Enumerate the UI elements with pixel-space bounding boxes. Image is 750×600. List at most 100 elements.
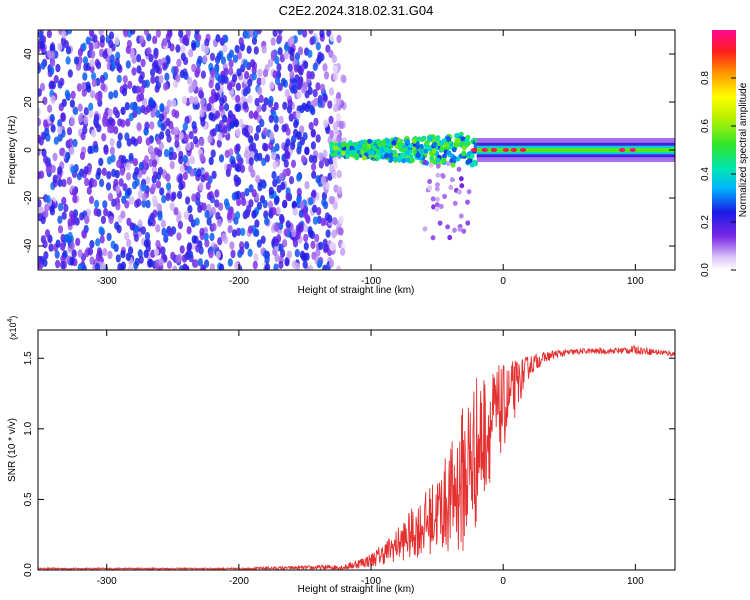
spectrogram-cell	[155, 224, 161, 233]
spectrogram-cell	[285, 220, 291, 229]
spectrogram-cell	[163, 234, 169, 243]
spectrogram-cell	[96, 247, 103, 256]
spectrogram-cell	[203, 232, 209, 242]
spectrogram-cell	[130, 136, 136, 145]
snr-line	[38, 344, 675, 570]
spectrogram-cell	[125, 118, 131, 127]
spectrogram-cell	[261, 103, 267, 113]
spectrogram-cell	[69, 241, 75, 250]
spectrogram-cell	[279, 215, 285, 224]
spectrogram-cell	[178, 155, 184, 165]
spectrogram-cell	[434, 202, 440, 208]
spectrogram-cell	[469, 153, 475, 159]
colorbar-label: Normalized spectral amplitude	[738, 82, 749, 217]
spectrogram-cell	[452, 200, 458, 206]
spectrogram-cell	[264, 217, 270, 226]
spectrogram-cell	[165, 117, 171, 127]
spectrogram-cell	[326, 30, 332, 38]
spectrogram-cell	[427, 178, 432, 185]
spectrogram-cell	[171, 191, 177, 200]
spectrogram-cell	[290, 85, 296, 94]
spectrogram-cell	[220, 56, 227, 65]
x-tick-label: -300	[97, 276, 117, 287]
spectrogram-cell	[100, 215, 106, 225]
spectrogram-cell	[148, 97, 154, 106]
spectrogram-cell	[236, 51, 242, 60]
spectrogram-cell	[308, 121, 314, 131]
spectrogram-cell	[460, 136, 466, 142]
spectrogram-peaks	[470, 148, 636, 152]
spectrogram-cell	[182, 263, 188, 270]
spectrogram-cell	[235, 211, 241, 220]
spectrogram-cell	[228, 67, 234, 76]
spectrogram-cell	[183, 71, 189, 81]
spectrogram-cell	[323, 200, 329, 210]
spectrogram-cell	[208, 80, 214, 89]
spectrogram-cell	[246, 45, 252, 54]
spectrogram-cell	[174, 139, 180, 149]
spectrogram-cell	[65, 56, 71, 65]
spectrogram-cell	[431, 148, 437, 154]
spectrogram-cell	[190, 241, 197, 250]
spectrogram-cell	[459, 141, 465, 147]
spectrogram-cell	[457, 226, 463, 232]
spectrogram-cell	[323, 119, 329, 128]
spectrogram-cell	[302, 30, 308, 38]
spectrogram-cell	[117, 132, 123, 141]
x-tick-label: 0	[500, 576, 506, 587]
spectrogram-cell	[422, 159, 428, 165]
spectrogram-cell	[250, 59, 256, 68]
spectrogram-cell	[107, 47, 113, 56]
spectrogram-cell	[340, 142, 346, 148]
spectrogram-cell	[136, 54, 142, 63]
spectrogram-cell	[164, 72, 170, 82]
spectrogram-cell	[248, 110, 254, 120]
spectrogram-cell	[329, 141, 334, 147]
spectrogram-cell	[165, 55, 171, 64]
spectrogram-cell	[284, 150, 290, 159]
spectrogram-cell	[274, 56, 280, 65]
spectrogram-cell	[226, 163, 232, 173]
y-tick-label: 0.5	[23, 492, 34, 506]
spectrogram-cell	[57, 126, 63, 135]
spectrogram-cell	[230, 249, 236, 259]
spectrogram-cell	[158, 257, 164, 267]
spectrogram-cell	[465, 220, 471, 226]
spectrogram-cell	[210, 69, 216, 78]
spectrogram-cell	[129, 50, 135, 59]
spectrogram-cell	[335, 113, 341, 122]
spectrogram-cell	[124, 102, 130, 111]
spectrogram-cell	[136, 65, 142, 74]
spectrogram-cell	[257, 68, 263, 78]
spectrogram-cell	[77, 263, 83, 270]
spectrogram-cell	[57, 119, 63, 128]
spectrogram-cell	[132, 103, 138, 112]
spectrogram-cell	[69, 256, 75, 265]
x-tick-label: -300	[97, 576, 117, 587]
spectrogram-cell	[113, 126, 119, 135]
spectrogram-cell	[290, 141, 296, 151]
spectrogram-cell	[144, 232, 151, 241]
spectrogram-cell	[125, 162, 131, 171]
spectrogram-cell	[198, 182, 204, 191]
spectrogram-cell	[191, 235, 197, 244]
spectrogram-cell	[124, 232, 130, 241]
spectrogram-cell	[313, 117, 319, 127]
spectrogram-cell	[116, 74, 122, 84]
spectrogram-cell	[95, 238, 101, 247]
spectrogram-cell	[312, 204, 318, 213]
spectrogram-cell	[291, 229, 297, 238]
spectrogram-band-core	[476, 147, 675, 153]
spectrogram-cell	[112, 106, 118, 116]
figure-title: C2E2.2024.318.02.31.G04	[279, 3, 434, 18]
spectrogram-cell	[307, 86, 313, 96]
spectrogram-cell	[464, 137, 470, 143]
spectrogram-cell	[50, 95, 56, 104]
spectrogram-cell	[116, 224, 122, 234]
spectrogram-cell	[154, 84, 160, 93]
spectrogram-cell	[89, 256, 95, 265]
spectrogram-cell	[254, 219, 260, 228]
spectrogram-cell	[329, 33, 335, 42]
spectrogram-cell	[304, 252, 310, 261]
spectrogram-cell	[159, 113, 165, 122]
